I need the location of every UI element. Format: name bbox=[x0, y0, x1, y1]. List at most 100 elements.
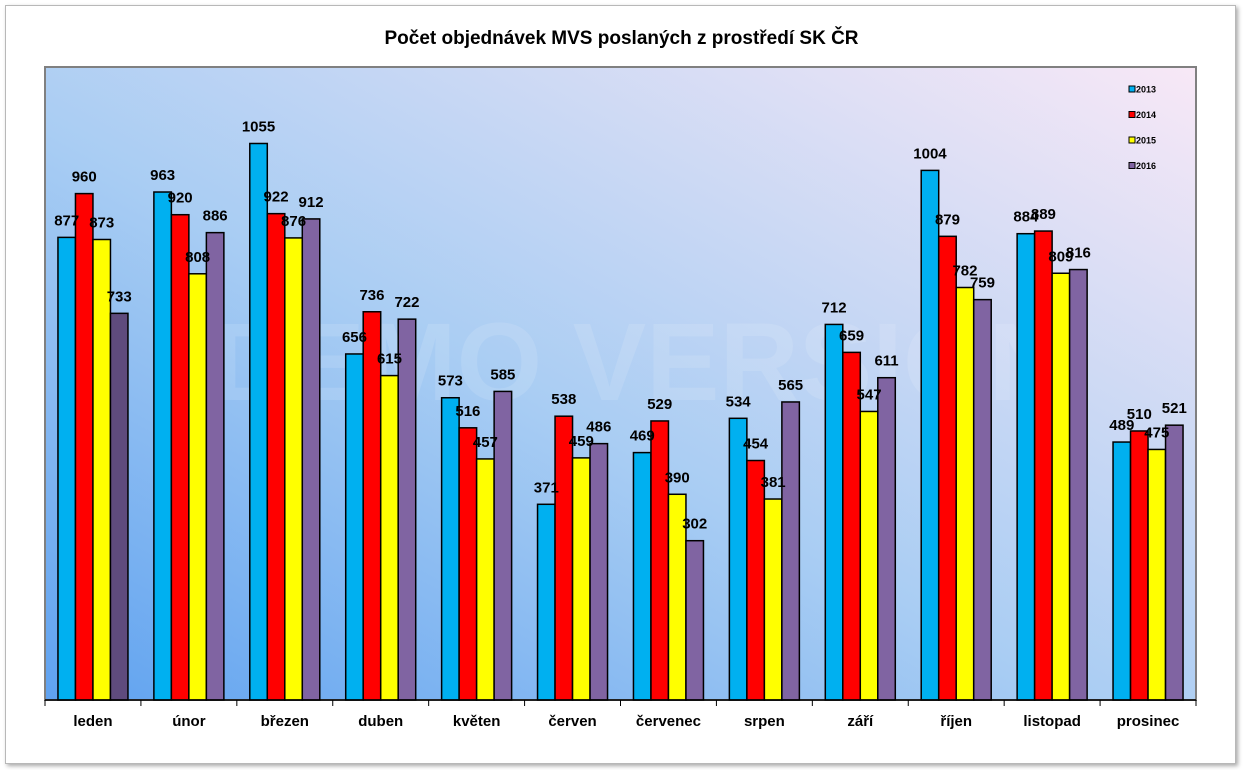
bar-2016-říjen bbox=[972, 298, 992, 701]
legend-swatch-2015 bbox=[1128, 136, 1136, 144]
bar-2016-červenec bbox=[685, 539, 705, 701]
bar-2014-leden bbox=[74, 192, 94, 701]
x-tick-label: září bbox=[847, 713, 874, 730]
data-label: 884 bbox=[1013, 209, 1039, 226]
data-label: 736 bbox=[359, 287, 384, 304]
bar-2016-srpen bbox=[781, 401, 801, 701]
plot-area bbox=[44, 66, 1197, 701]
bar-2013-září bbox=[824, 323, 844, 701]
data-label: 656 bbox=[342, 329, 367, 346]
bar-2014-únor bbox=[170, 213, 190, 701]
x-tick-label: říjen bbox=[940, 713, 972, 730]
legend-label: 2015 bbox=[1136, 136, 1156, 146]
bar-2015-leden bbox=[92, 238, 112, 701]
data-label: 454 bbox=[743, 436, 769, 453]
bar-2015-únor bbox=[188, 273, 208, 701]
data-label: 573 bbox=[438, 373, 463, 390]
x-tick-label: srpen bbox=[744, 713, 785, 730]
bar-2013-březen bbox=[249, 142, 269, 701]
bar-2014-červenec bbox=[650, 420, 670, 701]
data-label: 922 bbox=[264, 189, 289, 206]
bar-2013-srpen bbox=[728, 417, 748, 701]
data-label: 759 bbox=[970, 275, 995, 292]
x-tick-label: únor bbox=[172, 713, 205, 730]
x-tick-label: březen bbox=[261, 713, 309, 730]
legend-swatch-2014 bbox=[1128, 111, 1136, 118]
data-label: 565 bbox=[778, 377, 803, 394]
bar-2013-únor bbox=[153, 191, 173, 701]
legend-label: 2016 bbox=[1136, 161, 1156, 171]
data-label: 489 bbox=[1109, 417, 1134, 434]
data-label: 547 bbox=[857, 386, 882, 403]
bar-2014-listopad bbox=[1033, 230, 1053, 701]
data-label: 816 bbox=[1066, 245, 1091, 262]
bar-2013-leden bbox=[57, 236, 77, 701]
x-tick-label: červenec bbox=[636, 713, 701, 730]
bar-2016-září bbox=[877, 376, 897, 701]
bar-2013-duben bbox=[344, 353, 364, 701]
bar-2014-duben bbox=[362, 311, 382, 701]
data-label: 469 bbox=[630, 428, 655, 445]
data-label: 876 bbox=[281, 213, 306, 230]
data-label: 920 bbox=[168, 190, 193, 207]
data-label: 486 bbox=[586, 419, 611, 436]
bar-2016-leden bbox=[109, 312, 129, 701]
data-label: 1004 bbox=[913, 145, 947, 162]
bar-2015-září bbox=[859, 410, 879, 701]
x-tick-label: leden bbox=[73, 713, 112, 730]
data-label: 615 bbox=[377, 351, 402, 368]
bar-2013-prosinec bbox=[1112, 441, 1132, 701]
x-tick-label: duben bbox=[358, 713, 403, 730]
bar-2015-březen bbox=[284, 237, 304, 701]
data-label: 611 bbox=[874, 353, 898, 370]
data-label: 963 bbox=[150, 167, 175, 184]
data-label: 457 bbox=[473, 434, 498, 451]
bar-2013-červen bbox=[536, 503, 556, 701]
data-label: 886 bbox=[203, 208, 228, 225]
bar-2016-červen bbox=[589, 442, 609, 701]
x-tick-label: květen bbox=[453, 713, 501, 730]
bar-2014-červen bbox=[554, 415, 574, 701]
bar-2013-říjen bbox=[920, 169, 940, 701]
data-label: 371 bbox=[534, 479, 559, 496]
data-label: 475 bbox=[1144, 424, 1169, 441]
data-label: 381 bbox=[761, 474, 786, 491]
bar-2014-srpen bbox=[746, 459, 766, 701]
data-label: 873 bbox=[89, 214, 114, 231]
data-label: 808 bbox=[185, 249, 210, 266]
bar-2016-duben bbox=[397, 318, 417, 701]
bar-2013-květen bbox=[440, 396, 460, 701]
bar-2014-květen bbox=[458, 427, 478, 701]
bar-2015-srpen bbox=[763, 498, 783, 701]
bar-2016-únor bbox=[205, 231, 225, 701]
data-label: 585 bbox=[490, 366, 515, 383]
data-label: 534 bbox=[726, 393, 752, 410]
data-label: 782 bbox=[952, 262, 977, 279]
data-label: 529 bbox=[647, 396, 672, 413]
bar-2015-listopad bbox=[1051, 272, 1071, 701]
data-label: 510 bbox=[1127, 406, 1152, 423]
data-label: 659 bbox=[839, 327, 864, 344]
bar-2013-listopad bbox=[1016, 232, 1036, 701]
legend: 2013 2014 2015 2016 bbox=[1128, 85, 1156, 171]
x-tick-label: prosinec bbox=[1117, 713, 1180, 730]
bar-2015-červen bbox=[571, 457, 591, 701]
data-label: 302 bbox=[682, 516, 707, 533]
data-label: 390 bbox=[665, 469, 690, 486]
data-label: 879 bbox=[935, 211, 960, 228]
bar-2014-březen bbox=[266, 212, 286, 701]
data-label: 538 bbox=[551, 391, 576, 408]
data-label: 889 bbox=[1031, 206, 1056, 223]
x-tick-label: listopad bbox=[1023, 713, 1081, 730]
data-label: 912 bbox=[299, 194, 324, 211]
data-label: 733 bbox=[107, 288, 132, 305]
bar-2016-prosinec bbox=[1164, 424, 1184, 701]
bar-2014-prosinec bbox=[1129, 430, 1149, 701]
legend-swatch-2013 bbox=[1128, 85, 1136, 93]
data-label: 1055 bbox=[242, 118, 275, 135]
data-label: 459 bbox=[569, 433, 594, 450]
bar-2015-květen bbox=[475, 458, 495, 701]
x-tick-label: červen bbox=[548, 713, 596, 730]
data-label: 722 bbox=[394, 294, 419, 311]
